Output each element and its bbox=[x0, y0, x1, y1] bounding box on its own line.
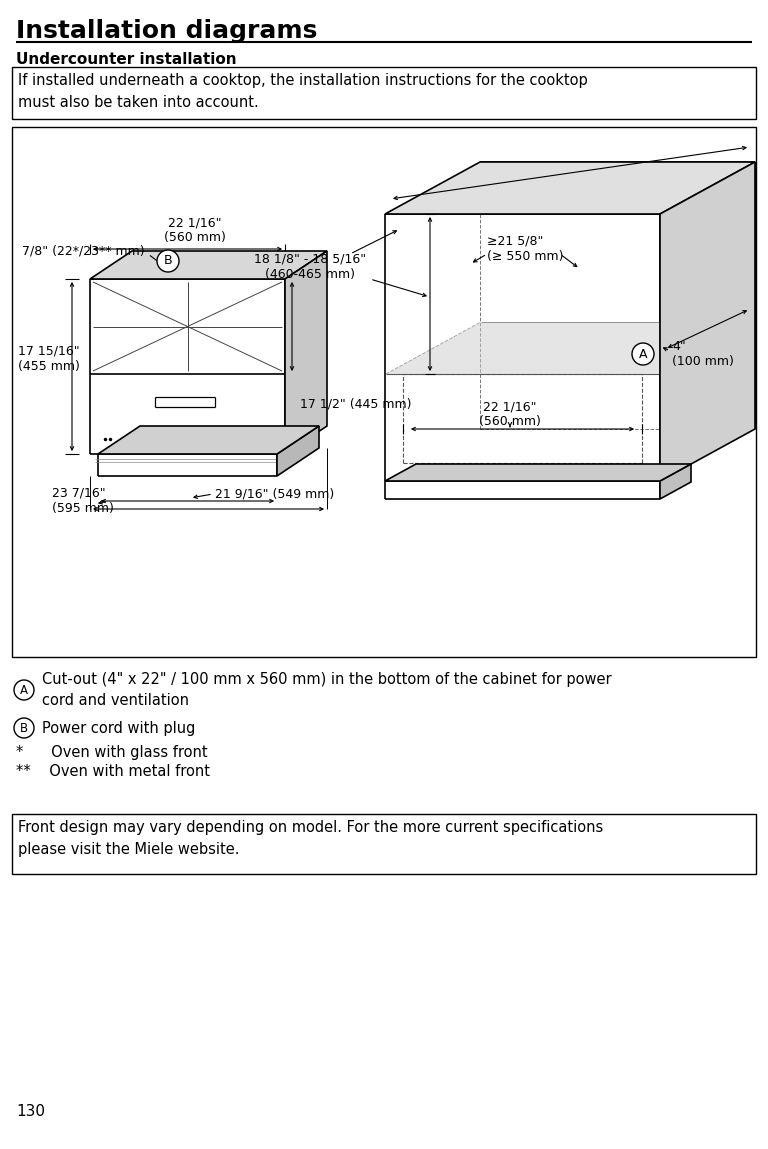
Text: 22 1/16"
(560 mm): 22 1/16" (560 mm) bbox=[164, 216, 226, 244]
Text: 4"
(100 mm): 4" (100 mm) bbox=[672, 340, 734, 368]
Polygon shape bbox=[98, 426, 319, 454]
Circle shape bbox=[157, 250, 179, 272]
Text: Undercounter installation: Undercounter installation bbox=[16, 52, 237, 67]
Text: **    Oven with metal front: ** Oven with metal front bbox=[16, 764, 210, 779]
Circle shape bbox=[632, 344, 654, 365]
Polygon shape bbox=[386, 322, 754, 375]
Text: 22 1/16"
(560 mm): 22 1/16" (560 mm) bbox=[479, 400, 541, 427]
Polygon shape bbox=[285, 250, 327, 454]
Text: 17 1/2" (445 mm): 17 1/2" (445 mm) bbox=[300, 398, 412, 410]
Polygon shape bbox=[385, 162, 755, 214]
Text: A: A bbox=[639, 347, 647, 361]
Text: 17 15/16"
(455 mm): 17 15/16" (455 mm) bbox=[18, 345, 80, 373]
Text: B: B bbox=[164, 254, 172, 268]
Polygon shape bbox=[90, 250, 327, 279]
Text: Front design may vary depending on model. For the more current specifications
pl: Front design may vary depending on model… bbox=[18, 820, 603, 857]
Bar bbox=[12, 67, 756, 119]
Text: Power cord with plug: Power cord with plug bbox=[42, 720, 195, 735]
Text: ≥21 5/8"
(≥ 550 mm): ≥21 5/8" (≥ 550 mm) bbox=[487, 236, 564, 263]
Polygon shape bbox=[660, 464, 691, 499]
Text: A: A bbox=[20, 684, 28, 696]
Text: Installation diagrams: Installation diagrams bbox=[16, 20, 317, 43]
Text: If installed underneath a cooktop, the installation instructions for the cooktop: If installed underneath a cooktop, the i… bbox=[18, 74, 588, 109]
Text: 21 9/16" (549 mm): 21 9/16" (549 mm) bbox=[215, 487, 334, 501]
Text: 7/8" (22*/23** mm): 7/8" (22*/23** mm) bbox=[22, 245, 144, 257]
Text: 18 1/8" - 18 5/16"
(460-465 mm): 18 1/8" - 18 5/16" (460-465 mm) bbox=[254, 253, 366, 282]
Circle shape bbox=[14, 718, 34, 738]
Text: Cut-out (4" x 22" / 100 mm x 560 mm) in the bottom of the cabinet for power
cord: Cut-out (4" x 22" / 100 mm x 560 mm) in … bbox=[42, 672, 611, 708]
Circle shape bbox=[14, 680, 34, 700]
Text: *      Oven with glass front: * Oven with glass front bbox=[16, 745, 207, 759]
Bar bbox=[12, 128, 756, 657]
Polygon shape bbox=[277, 426, 319, 476]
Polygon shape bbox=[660, 162, 755, 481]
Bar bbox=[12, 813, 756, 874]
Polygon shape bbox=[385, 464, 691, 481]
Text: B: B bbox=[20, 722, 28, 734]
Text: 23 7/16"
(595 mm): 23 7/16" (595 mm) bbox=[52, 487, 114, 515]
Text: 130: 130 bbox=[16, 1104, 45, 1119]
